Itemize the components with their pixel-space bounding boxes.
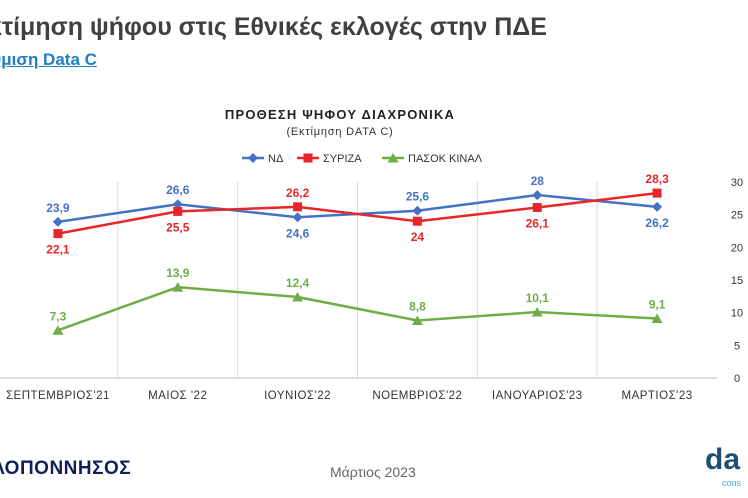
x-tick-label: ΜΑΙΟΣ '22: [148, 390, 207, 402]
y-tick-label: 15: [731, 275, 743, 287]
y-tick-label: 10: [731, 308, 743, 320]
square-marker: [173, 206, 183, 216]
square-marker: [532, 202, 542, 212]
legend-item: ΝΔ: [242, 153, 284, 165]
y-tick-label: 20: [731, 242, 743, 254]
footer-date: Μάρτιος 2023: [330, 464, 416, 480]
chart-title: ΠΡΟΘΕΣΗ ΨΗΦΟΥ ΔΙΑΧΡΟΝΙΚΑ: [225, 107, 455, 122]
chart-subtitle: (Εκτίμηση DATA C): [286, 126, 393, 138]
series-0: 23,9 26,6 24,6 25,6 28 26,2: [46, 174, 669, 240]
data-label: 13,9: [166, 266, 190, 280]
data-label: 10,1: [526, 291, 550, 305]
diamond-marker: [652, 201, 663, 212]
legend: ΝΔ ΣΥΡΙΖΑ ΠΑΣΟΚ ΚΙΝΑΛ: [242, 153, 483, 165]
square-marker: [652, 188, 662, 198]
y-tick-label: 5: [734, 340, 740, 352]
data-label: 12,4: [286, 276, 310, 290]
series-line: [57, 191, 658, 235]
diamond-marker: [172, 199, 183, 210]
data-label: 8,8: [409, 300, 426, 314]
region-logo-text: ΛΟΠΟΝΝΗΣΟΣ: [0, 458, 132, 479]
diamond-marker: [248, 153, 258, 163]
triangle-marker: [292, 291, 304, 302]
legend-label: ΠΑΣΟΚ ΚΙΝΑΛ: [408, 153, 483, 165]
square-marker: [412, 216, 422, 226]
data-label: 25,6: [406, 190, 430, 204]
data-label: 25,5: [166, 220, 190, 234]
y-tick-label: 25: [731, 210, 743, 222]
triangle-marker: [651, 313, 663, 324]
legend-label: ΝΔ: [268, 153, 284, 165]
data-label: 9,1: [649, 298, 666, 312]
data-label: 26,1: [526, 216, 550, 230]
square-marker: [53, 229, 63, 239]
diamond-marker: [52, 216, 63, 227]
company-logo-sub: cons: [722, 478, 742, 488]
x-tick-label: ΜΑΡΤΙΟΣ'23: [621, 390, 692, 402]
triangle-marker: [411, 315, 423, 326]
triangle-marker: [387, 153, 399, 163]
data-label: 24: [411, 230, 425, 244]
triangle-marker: [531, 307, 543, 317]
data-label: 26,2: [286, 186, 310, 200]
series-line: [57, 285, 658, 332]
x-tick-label: ΙΑΝΟΥΑΡΙΟΣ'23: [492, 390, 583, 402]
x-tick-label: ΣΕΠΤΕΜΒΡΙΟΣ'21: [6, 390, 110, 402]
legend-item: ΣΥΡΙΖΑ: [297, 153, 362, 165]
diamond-marker: [292, 212, 303, 223]
square-marker: [303, 153, 313, 163]
data-label: 24,6: [286, 226, 310, 240]
data-label: 26,2: [645, 216, 669, 230]
diamond-marker: [412, 205, 423, 216]
x-tick-label: ΙΟΥΝΙΟΣ'22: [264, 390, 331, 402]
data-label: 26,6: [166, 183, 190, 197]
company-logo: da: [705, 443, 741, 476]
y-tick-label: 30: [731, 177, 743, 189]
data-label: 22,1: [46, 243, 70, 257]
page-title: κτίμηση ψήφου στις Εθνικές εκλογές στην …: [0, 13, 547, 41]
square-marker: [293, 202, 303, 212]
triangle-marker: [172, 282, 184, 292]
axes: 0 5 10 15 20 25 30 ΣΕΠΤΕΜΒΡΙΟΣ'21 ΜΑΙΟΣ '22 ΙΟΥΝΙ…: [0, 177, 743, 402]
series-2: 7,3 13,9 12,4 8,8 10,1 9,1: [50, 266, 666, 335]
triangle-marker: [52, 325, 64, 335]
page-subtitle-link[interactable]: θμιση Data C: [0, 50, 97, 69]
data-label: 28: [531, 174, 545, 188]
data-label: 7,3: [50, 309, 67, 323]
series-layer: 23,9 26,6 24,6 25,6 28 26,2 22,1 25,5 26,2 24 26,1…: [46, 172, 669, 335]
y-tick-label: 0: [734, 373, 740, 385]
data-label: 28,3: [645, 172, 669, 186]
legend-label: ΣΥΡΙΖΑ: [323, 153, 362, 165]
legend-item: ΠΑΣΟΚ ΚΙΝΑΛ: [382, 153, 483, 165]
x-tick-label: ΝΟΕΜΒΡΙΟΣ'22: [372, 390, 462, 402]
series-1: 22,1 25,5 26,2 24 26,1 28,3: [46, 172, 669, 257]
data-label: 23,9: [46, 201, 70, 215]
diamond-marker: [532, 190, 543, 201]
